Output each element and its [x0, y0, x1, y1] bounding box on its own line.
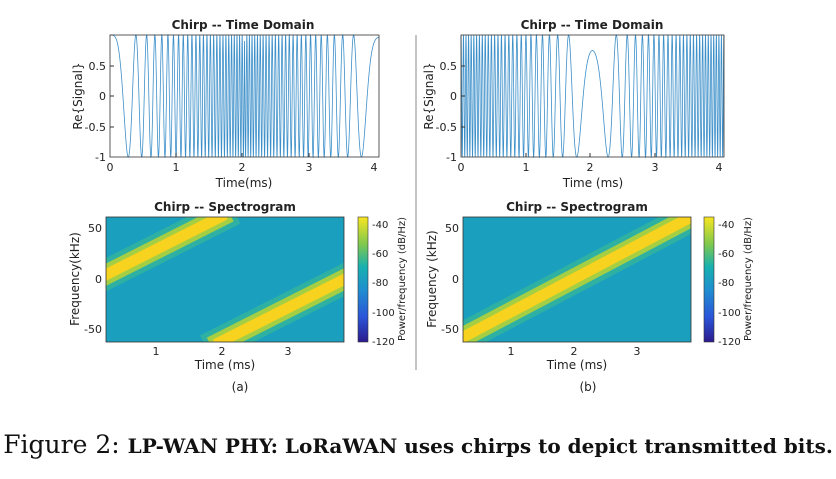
- panel-a-spec-plot: [106, 217, 344, 342]
- panel-b-spec-ylabel: Frequency (kHz): [425, 230, 439, 327]
- colorbar-tick: -120: [718, 337, 741, 348]
- y-tick: 0.5: [89, 60, 107, 73]
- panel-b-time-signal: [460, 33, 725, 159]
- panel-b-time-yticks: 0.5 0 -0.5 -1: [436, 60, 465, 164]
- panel-b-time-ylabel: Re{Signal}: [422, 62, 436, 129]
- x-tick: 3: [285, 345, 292, 358]
- panel-a-spec-title: Chirp -- Spectrogram: [154, 200, 296, 214]
- panel-a-sublabel: (a): [232, 380, 249, 394]
- panel-b-colorbar: [703, 216, 715, 343]
- panel-a-spec-yticks: 50 0 -50: [84, 222, 102, 336]
- panel-b-colorbar-label: Power/frequency (dB/Hz): [743, 217, 754, 341]
- panel-b-spec-axes: [462, 216, 692, 343]
- x-tick: 1: [523, 161, 530, 174]
- y-tick: 0: [452, 273, 459, 286]
- colorbar-tick: -120: [372, 337, 395, 348]
- panel-a-spec-axes: [105, 216, 345, 343]
- panel-b-spec-title: Chirp -- Spectrogram: [506, 200, 648, 214]
- panel-b-colorbar-ticks: -40 -60 -80 -100 -120: [718, 220, 741, 348]
- panel-a-time-title: Chirp -- Time Domain: [172, 18, 315, 32]
- panel-b-time-title: Chirp -- Time Domain: [521, 18, 664, 32]
- x-tick: 2: [587, 161, 594, 174]
- panel-a-spec-ylabel: Frequency(kHz): [68, 232, 82, 326]
- x-tick: 1: [173, 161, 180, 174]
- y-tick: -0.5: [436, 121, 457, 134]
- colorbar-tick: -40: [372, 220, 388, 231]
- panel-a-spec-xticks: 1 2 3: [153, 345, 292, 358]
- y-tick: 0: [95, 273, 102, 286]
- panel-b-time-domain: Chirp -- Time Domain 0.5 0 -0.5 -1 0 1 2…: [422, 18, 725, 190]
- y-tick: -50: [84, 323, 102, 336]
- panel-a-time-yticks: 0.5 0 -0.5 -1: [85, 60, 114, 164]
- y-tick: 50: [88, 222, 102, 235]
- chirp-band-0-layer-2: [463, 217, 691, 342]
- panel-b-spectrogram: Chirp -- Spectrogram 50 0 -50 1 2 3 Time…: [425, 200, 754, 394]
- y-tick: 0: [99, 90, 106, 103]
- panel-a-spectrogram: Chirp -- Spectrogram 50 0 -50 1 2 3 Time…: [68, 200, 408, 394]
- panel-a-colorbar: [357, 216, 369, 343]
- panel-a-colorbar-label: Power/frequency (dB/Hz): [397, 217, 408, 341]
- panel-b-time-xticks: 0 1 2 3 4: [458, 153, 723, 174]
- x-tick: 1: [508, 345, 515, 358]
- y-tick: -1: [446, 151, 457, 164]
- panel-a-time-ylabel: Re{Signal}: [71, 62, 85, 129]
- x-tick: 3: [634, 345, 641, 358]
- chirp-band-0-layer-2: [106, 217, 228, 281]
- panel-a-time-signal: [110, 33, 379, 159]
- colorbar-tick: -100: [718, 308, 741, 319]
- y-tick: -1: [95, 151, 106, 164]
- colorbar-tick: -100: [372, 308, 395, 319]
- figure-2: Chirp -- Time Domain 0.5 0 -0.5 -1 0 1 2…: [68, 18, 754, 394]
- y-tick: -50: [441, 323, 459, 336]
- x-tick: 2: [239, 161, 246, 174]
- colorbar-tick: -80: [718, 278, 734, 289]
- x-tick: 0: [107, 161, 114, 174]
- y-tick: 0: [450, 90, 457, 103]
- x-tick: 1: [153, 345, 160, 358]
- panel-b-spec-yticks: 50 0 -50: [441, 222, 459, 336]
- figure-caption: Figure 2: LP-WAN PHY: LoRaWAN uses chirp…: [0, 430, 836, 459]
- colorbar-tick: -80: [372, 278, 388, 289]
- panel-b-time-xlabel: Time (ms): [562, 176, 624, 190]
- spec-field: [106, 217, 344, 342]
- colorbar-tick: -60: [372, 249, 388, 260]
- x-tick: 2: [219, 345, 226, 358]
- x-tick: 4: [716, 161, 723, 174]
- panel-b-spec-xticks: 1 2 3: [508, 345, 641, 358]
- y-tick: -0.5: [85, 121, 106, 134]
- x-tick: 2: [571, 345, 578, 358]
- x-tick: 3: [306, 161, 313, 174]
- colorbar-tick: -60: [718, 249, 734, 260]
- panel-b-sublabel: (b): [580, 380, 597, 394]
- panel-b-spec-plot: [463, 217, 691, 342]
- panel-a-time-xticks: 0 1 2 3 4: [107, 153, 378, 174]
- caption-label: Figure 2:: [3, 430, 120, 459]
- caption-text: LP-WAN PHY: LoRaWAN uses chirps to depic…: [127, 434, 833, 458]
- panel-a-time-xlabel: Time(ms): [215, 176, 273, 190]
- x-tick: 0: [458, 161, 465, 174]
- x-tick: 3: [652, 161, 659, 174]
- panel-a-spec-xlabel: Time (ms): [194, 358, 256, 372]
- x-tick: 4: [371, 161, 378, 174]
- panel-a-colorbar-ticks: -40 -60 -80 -100 -120: [372, 220, 395, 348]
- colorbar-tick: -40: [718, 220, 734, 231]
- y-tick: 0.5: [440, 60, 458, 73]
- y-tick: 50: [445, 222, 459, 235]
- panel-a-time-domain: Chirp -- Time Domain 0.5 0 -0.5 -1 0 1 2…: [71, 18, 380, 190]
- chirp-band-1-layer-2: [212, 273, 344, 342]
- panel-b-spec-xlabel: Time (ms): [546, 358, 608, 372]
